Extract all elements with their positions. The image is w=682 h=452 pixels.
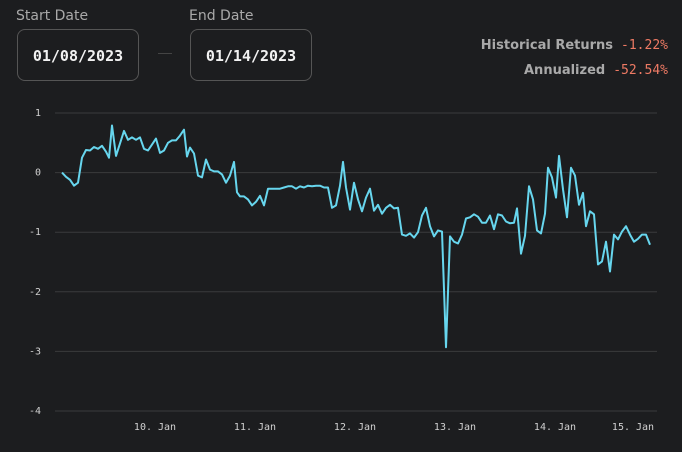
stat-value: -52.54% <box>613 63 668 78</box>
x-tick-label: 13. Jan <box>434 422 476 433</box>
stat-label: Annualized <box>524 63 606 78</box>
separator <box>158 53 172 54</box>
start-date-input[interactable]: 01/08/2023 <box>17 29 139 81</box>
x-tick-label: 12. Jan <box>334 422 376 433</box>
y-tick-label: -4 <box>29 406 41 417</box>
stat-row: Historical Returns -1.22% <box>481 38 668 53</box>
start-date-label: Start Date <box>16 8 89 24</box>
y-tick-label: -3 <box>29 346 41 357</box>
stat-value: -1.22% <box>621 38 668 53</box>
x-tick-label: 11. Jan <box>234 422 276 433</box>
y-tick-label: 0 <box>35 168 41 179</box>
y-tick-label: 1 <box>35 108 41 119</box>
end-date-input[interactable]: 01/14/2023 <box>190 29 312 81</box>
x-tick-label: 14. Jan <box>534 422 576 433</box>
stat-row: Annualized -52.54% <box>524 63 668 78</box>
line <box>61 124 651 349</box>
y-tick-label: -1 <box>29 227 41 238</box>
x-tick-label: 10. Jan <box>134 422 176 433</box>
y-tick-label: -2 <box>29 287 41 298</box>
end-date-label: End Date <box>189 8 254 24</box>
stat-label: Historical Returns <box>480 38 614 53</box>
x-tick-label: 15. Jan <box>612 422 654 433</box>
